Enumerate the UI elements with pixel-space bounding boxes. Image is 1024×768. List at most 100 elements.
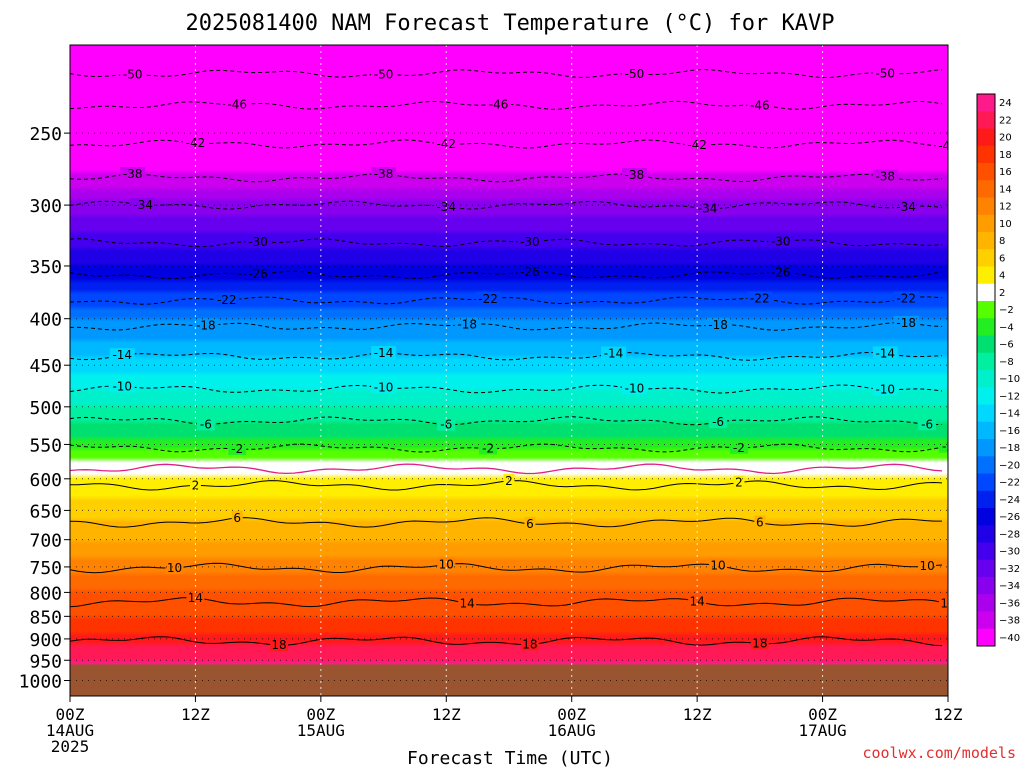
- colorbar-label: −16: [999, 426, 1020, 437]
- contour-label-bg: [733, 475, 745, 489]
- x-tick-label: 00Z: [557, 705, 586, 724]
- contour-label: -30: [520, 235, 540, 249]
- colorbar-swatch: [977, 266, 995, 285]
- contour-label: -2: [733, 441, 745, 455]
- contour-label: -42: [436, 137, 456, 151]
- contour-label: 14: [940, 597, 955, 611]
- colorbar-swatch: [977, 214, 995, 233]
- contour-label: -26: [771, 265, 791, 279]
- contour-label-bg: [270, 638, 289, 652]
- isotherm-line: [70, 636, 943, 647]
- y-tick-label: 750: [29, 558, 62, 579]
- contour-label: 10: [439, 557, 454, 571]
- freezing-level-line: [70, 463, 943, 475]
- contour-label: -2: [482, 441, 494, 455]
- colorbar-label: −38: [999, 616, 1020, 627]
- contour-label-bg: [747, 98, 773, 112]
- contour-label: -34: [436, 200, 456, 214]
- contour-label-bg: [747, 291, 773, 305]
- contour-label: -50: [625, 67, 645, 81]
- colorbar-label: 22: [999, 115, 1012, 126]
- contour-label: -22: [478, 292, 498, 306]
- contour-label: -50: [374, 67, 394, 81]
- contour-label: -10: [625, 382, 645, 396]
- isotherm--22: -22 -22 -22 -22: [70, 291, 943, 307]
- colorbar-label: 24: [999, 98, 1012, 109]
- contour-label-bg: [120, 166, 146, 180]
- colorbar-label: −40: [999, 633, 1020, 644]
- contour-label: 6: [756, 516, 764, 530]
- colorbar-swatch: [977, 577, 995, 595]
- contour-label-bg: [524, 516, 536, 530]
- colorbar-swatch: [977, 525, 995, 543]
- colorbar-label: 12: [999, 202, 1012, 213]
- contour-label-bg: [165, 561, 184, 575]
- contour-label-bg: [935, 138, 948, 152]
- contour-label: 10: [710, 559, 725, 573]
- contour-label-bg: [893, 291, 919, 305]
- contour-label-bg: [371, 67, 397, 81]
- contour-label-bg: [231, 510, 243, 524]
- contour-label-bg: [520, 637, 539, 651]
- contour-label: -30: [248, 235, 268, 249]
- isotherm-line: [70, 517, 942, 528]
- contour-label: 10: [167, 561, 182, 575]
- y-tick-label: 700: [29, 531, 62, 552]
- contour-label: -46: [227, 97, 247, 111]
- contour-label-bg: [939, 596, 948, 610]
- contour-label-bg: [960, 636, 978, 649]
- isotherm-line: [70, 597, 943, 608]
- contour-label-bg: [224, 97, 250, 111]
- colorbar-swatch: [977, 249, 995, 267]
- contour-label-bg: [517, 234, 543, 248]
- colorbar-label: −12: [999, 391, 1020, 402]
- chart-title: 2025081400 NAM Forecast Temperature (°C)…: [185, 11, 834, 36]
- contour-label-bg: [621, 168, 647, 182]
- x-date-label: 17AUG: [798, 721, 846, 740]
- contour-label-bg: [517, 264, 543, 278]
- x-tick-label: 12Z: [181, 705, 210, 724]
- isotherm-line: [70, 384, 943, 394]
- contour-label: -22: [217, 293, 237, 307]
- colorbar-label: −14: [999, 409, 1020, 420]
- contour-label-bg: [433, 199, 459, 213]
- contour-label-bg: [601, 346, 627, 360]
- x-tick-label: 00Z: [808, 705, 837, 724]
- contour-label-bg: [454, 317, 480, 331]
- contour-label: -18: [896, 316, 916, 330]
- isotherm--34: -34 -34 -34 -34: [70, 197, 943, 215]
- colorbar-label: 4: [999, 271, 1005, 282]
- colorbar-swatch: [977, 197, 995, 216]
- contour-label: 2: [505, 474, 513, 488]
- colorbar-label: −32: [999, 564, 1020, 575]
- credit-text[interactable]: coolwx.com/models: [862, 744, 1016, 762]
- colorbar-frame: [976, 93, 996, 647]
- colorbar-label: −10: [999, 374, 1020, 385]
- contour-label-bg: [709, 415, 728, 429]
- contour-label-bg: [893, 199, 919, 213]
- contour-label: -10: [112, 379, 132, 393]
- x-tick-label: 00Z: [306, 705, 335, 724]
- contour-label-bg: [939, 439, 948, 453]
- contour-label: -38: [875, 170, 895, 184]
- isotherm-10: 10 10 10 10: [70, 557, 943, 575]
- colorbar-label: 10: [999, 219, 1012, 230]
- colorbar-label: −26: [999, 512, 1020, 523]
- x-tick-label: 12Z: [432, 705, 461, 724]
- colorbar-label: 16: [999, 167, 1012, 178]
- y-tick-label: 550: [29, 435, 62, 456]
- contour-label: -18: [457, 318, 477, 332]
- contour-label: -38: [123, 167, 143, 181]
- contour-label-bg: [918, 559, 937, 573]
- contour-label-bg: [433, 137, 459, 151]
- y-tick-label: 650: [29, 501, 62, 522]
- contour-label: -10: [374, 381, 394, 395]
- contour-label-bg: [754, 515, 766, 529]
- x-date-label: 15AUG: [297, 721, 345, 740]
- y-tick-label: 450: [29, 356, 62, 377]
- contour-label-bg: [109, 348, 135, 362]
- isotherm-line: [70, 69, 943, 78]
- isotherm-line: [70, 238, 943, 248]
- y-tick-label: 400: [29, 310, 62, 331]
- contour-label: -30: [771, 234, 791, 248]
